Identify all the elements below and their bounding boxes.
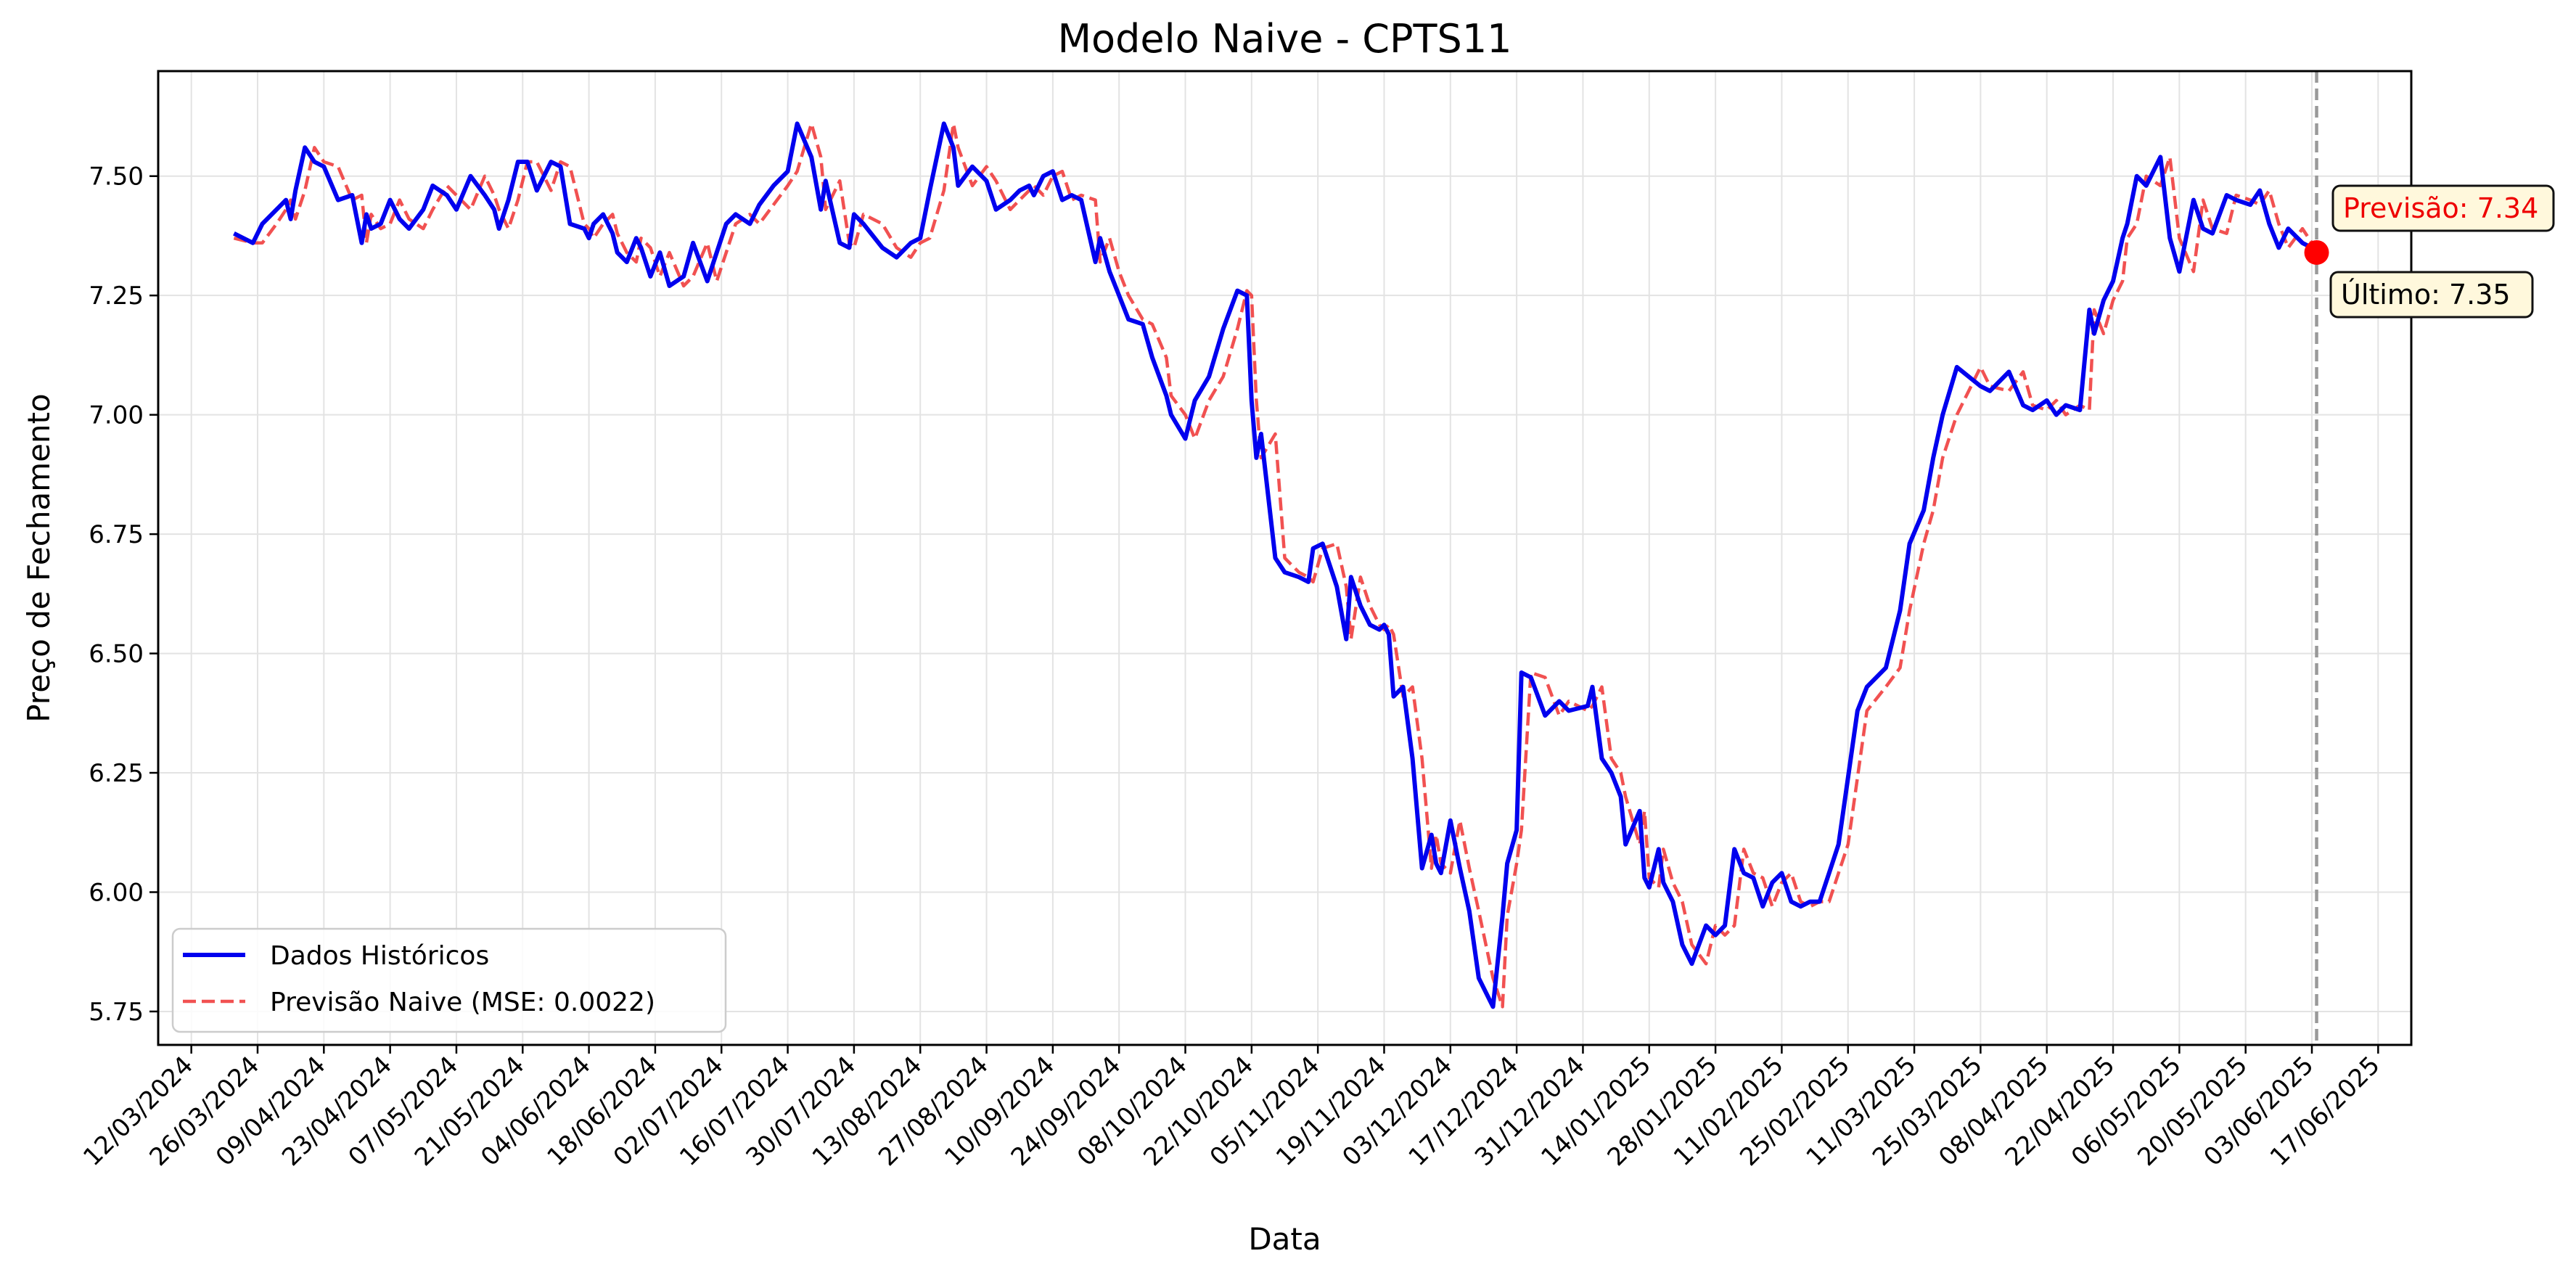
- historical-data-line: [233, 121, 2313, 1009]
- forecast-annotation-box: Previsão: 7.34: [2331, 184, 2555, 232]
- legend-naive-label: Previsão Naive (MSE: 0.0022): [270, 988, 655, 1017]
- forecast-annotation-text: Previsão: 7.34: [2343, 192, 2538, 224]
- legend: Dados Históricos Previsão Naive (MSE: 0.0…: [171, 927, 727, 1033]
- forecast-annotation-frame: [2331, 184, 2555, 232]
- y-tick-label: 7.00: [89, 401, 144, 430]
- y-tick-label: 5.75: [89, 998, 144, 1027]
- annotations: Previsão: 7.34 Último: 7.35: [2329, 184, 2555, 319]
- x-axis-label: Data: [1248, 1221, 1321, 1257]
- chart-title: Modelo Naive - CPTS11: [1057, 16, 1511, 62]
- y-axis-ticks: 5.75 6.00 6.25 6.50 6.75 7.00 7.25 7.50: [89, 163, 158, 1027]
- legend-historical-label: Dados Históricos: [270, 941, 489, 971]
- marker-layer: [2304, 239, 2329, 265]
- y-tick-label: 6.25: [89, 759, 144, 788]
- y-tick-label: 6.75: [89, 520, 144, 549]
- naive-forecast-line: [233, 122, 2313, 1009]
- last-value-annotation-text: Último: 7.35: [2341, 279, 2511, 311]
- y-tick-label: 6.50: [89, 640, 144, 669]
- series-layer: [233, 121, 2313, 1009]
- last-value-annotation-box: Último: 7.35: [2329, 271, 2534, 319]
- plot-frame: [157, 70, 2413, 1046]
- last-value-annotation-frame: [2329, 271, 2534, 319]
- y-axis-label: Preço de Fechamento: [21, 393, 57, 722]
- y-tick-label: 7.25: [89, 282, 144, 311]
- forecast-point: [2304, 239, 2329, 265]
- legend-frame: [171, 927, 727, 1033]
- y-tick-label: 7.50: [89, 163, 144, 192]
- y-tick-label: 6.00: [89, 878, 144, 907]
